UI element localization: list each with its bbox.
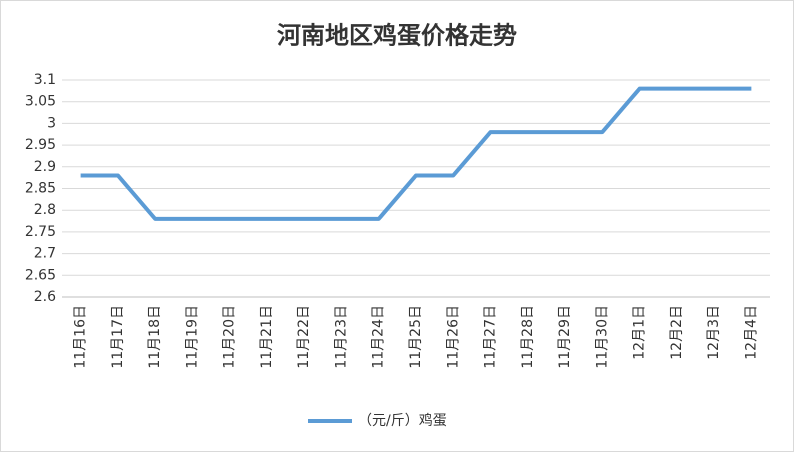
y-tick-label: 2.6 [34, 289, 56, 305]
x-tick-label: 11月20日 [222, 305, 238, 369]
x-tick-label: 11月27日 [483, 305, 499, 369]
y-tick-label: 2.65 [25, 267, 56, 283]
x-tick-label: 12月2日 [669, 305, 685, 360]
x-tick-label: 12月4日 [743, 305, 759, 360]
y-tick-label: 2.85 [25, 181, 56, 197]
x-tick-label: 11月19日 [184, 305, 200, 369]
x-tick-label: 12月1日 [632, 305, 648, 360]
y-tick-label: 3.05 [25, 94, 56, 110]
x-tick-label: 11月18日 [147, 305, 163, 369]
x-tick-label: 11月28日 [520, 305, 536, 369]
x-tick-label: 11月26日 [445, 305, 461, 369]
x-tick-label: 11月16日 [73, 305, 89, 369]
y-tick-label: 2.7 [34, 246, 56, 262]
line-series [80, 86, 752, 221]
legend-label: （元/斤）鸡蛋 [358, 412, 447, 429]
x-tick-label: 11月22日 [296, 305, 312, 369]
y-tick-label: 2.75 [25, 224, 56, 240]
y-tick-label: 2.95 [25, 137, 56, 153]
y-tick-label: 2.8 [34, 202, 56, 218]
chart-title: 河南地区鸡蛋价格走势 [277, 21, 517, 50]
x-tick-label: 11月17日 [110, 305, 126, 369]
x-tick-label: 12月3日 [706, 305, 722, 360]
x-tick-label: 11月23日 [333, 305, 349, 369]
y-tick-label: 3.1 [34, 72, 56, 88]
x-tick-label: 11月24日 [371, 305, 387, 369]
x-tick-label: 11月21日 [259, 305, 275, 369]
y-tick-label: 2.9 [34, 159, 56, 175]
x-tick-label: 11月29日 [557, 305, 573, 369]
y-tick-label: 3 [47, 115, 56, 131]
x-tick-label: 11月30日 [594, 305, 610, 369]
x-tick-label: 11月25日 [408, 305, 424, 369]
